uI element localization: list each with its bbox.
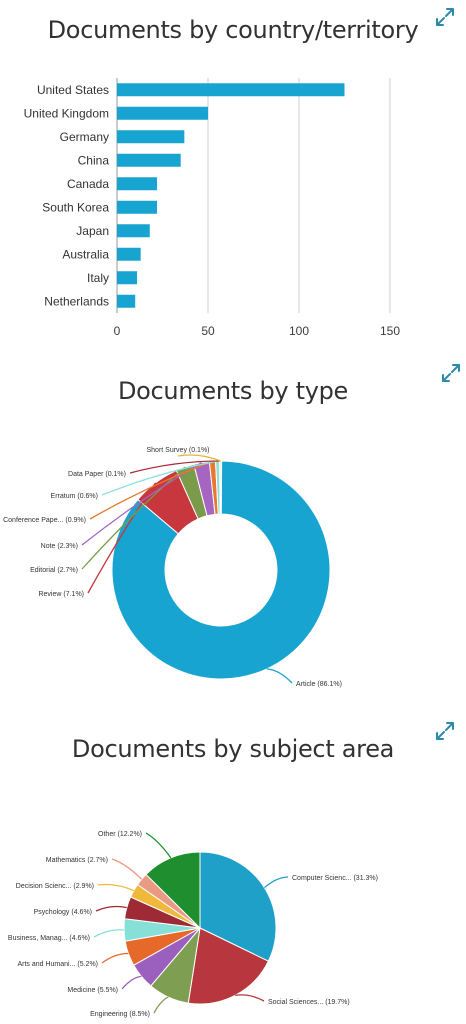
slice-label: Arts and Humani... (5.2%) [17,961,98,968]
leader-line [101,952,129,964]
leader-line [263,876,289,889]
x-tick-label: 100 [289,324,309,338]
leader-line [145,832,172,859]
category-label: Australia [62,247,109,261]
x-tick-label: 0 [114,324,121,338]
slice-label: Social Sciences... (19.7%) [268,999,350,1006]
bar [117,200,158,214]
slice-label: Psychology (4.6%) [34,909,92,916]
leader-line [95,905,127,912]
bar [117,83,345,97]
category-label: Germany [60,130,109,144]
slice-label: Medicine (5.5%) [67,987,118,994]
slice-label: Computer Scienc... (31.3%) [292,875,378,882]
category-label: Canada [67,177,109,191]
leader-line [89,460,213,520]
subject-pie-chart: Computer Scienc... (31.3%) Social Science… [8,831,378,1018]
subject-chart-panel: Documents by subject area Computer Scien… [0,710,466,1024]
donut-slice [111,460,331,680]
leader-line [101,460,218,496]
country-chart-title: Documents by country/territory [47,16,419,44]
slice-label: Erratum (0.6%) [51,493,98,500]
category-label: United Kingdom [24,106,109,120]
bar [117,130,185,144]
slice-label: Mathematics (2.7%) [46,857,108,864]
category-label: China [78,153,110,167]
bar [117,177,158,191]
category-label: Italy [87,271,109,285]
slice-label: Decision Scienc... (2.9%) [16,883,94,890]
category-label: United States [37,83,109,97]
bar [117,106,208,120]
country-chart-panel: Documents by country/territory 0 50 100 150… [0,0,466,350]
slice-label: Short Survey (0.1%) [146,447,209,454]
x-tick-label: 150 [380,324,400,338]
subject-chart-title: Documents by subject area [71,735,395,763]
leader-line [235,994,265,1002]
slice-label: Note (2.3%) [41,543,78,550]
type-donut-chart: Article (86.1%) Review (7.1%) Editorial (2… [3,447,342,688]
slice-label: Conference Pape... (0.9%) [3,517,86,524]
leader-line [111,858,143,880]
type-chart-panel: Documents by type Article (86.1%) Review … [0,350,466,710]
slice-label: Editorial (2.7%) [30,567,78,574]
bar [117,153,181,167]
expand-arrows-icon[interactable] [440,362,462,384]
bar [117,224,150,238]
leader-line [177,454,221,462]
donut-slice [219,460,223,515]
leader-line [93,929,125,938]
slice-label: Engineering (8.5%) [90,1011,150,1018]
bar [117,247,141,261]
bar [117,271,138,285]
slice-label: Other (12.2%) [98,831,142,838]
category-label: Netherlands [44,294,109,308]
expand-arrows-icon[interactable] [434,720,456,742]
leader-line [121,975,142,990]
slice-label: Data Paper (0.1%) [68,471,126,478]
pie-slice [187,927,270,1005]
leader-line [97,883,135,892]
pie-slice [145,851,201,930]
slice-label: Review (7.1%) [38,591,84,598]
x-tick-label: 50 [201,324,215,338]
category-label: South Korea [42,200,109,214]
expand-arrows-icon[interactable] [434,6,456,28]
leader-line [153,996,169,1014]
leader-line [266,668,293,684]
country-bar-chart: 0 50 100 150 United States United Kingdom Germ… [24,78,400,338]
slice-label: Article (86.1%) [296,681,342,688]
type-chart-title: Documents by type [117,377,349,405]
pie-slice [199,851,277,962]
leader-line [129,460,220,474]
slice-label: Business, Manag... (4.6%) [8,935,90,942]
category-label: Japan [76,224,109,238]
leader-line [87,482,157,594]
bar [117,294,136,308]
